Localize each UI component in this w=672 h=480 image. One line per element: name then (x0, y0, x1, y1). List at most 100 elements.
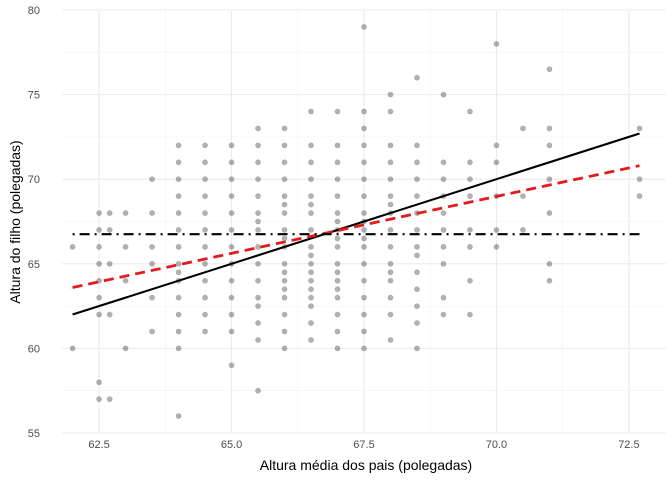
data-point (387, 227, 394, 233)
data-point (255, 125, 261, 132)
data-point (149, 328, 155, 335)
data-point (228, 294, 235, 301)
data-point (69, 345, 76, 352)
data-point (228, 193, 235, 200)
data-point (334, 210, 341, 216)
data-point (202, 294, 208, 301)
data-point (96, 243, 102, 250)
data-point (440, 227, 447, 233)
data-point (149, 260, 155, 267)
data-point (334, 286, 341, 293)
data-point (255, 159, 261, 166)
data-point (520, 227, 526, 233)
y-tick-label: 60 (28, 343, 40, 355)
data-point (202, 277, 208, 284)
data-point (149, 294, 155, 301)
data-point (96, 260, 102, 267)
data-point (281, 311, 288, 318)
data-point (175, 159, 182, 166)
data-point (281, 328, 288, 335)
data-point (308, 159, 314, 166)
data-point (334, 142, 341, 149)
data-point (308, 320, 314, 326)
data-point (334, 260, 341, 267)
data-point (334, 294, 341, 301)
data-point (361, 260, 367, 267)
data-point (202, 142, 208, 149)
data-point (281, 286, 288, 293)
data-point (202, 176, 208, 183)
y-axis-title: Altura do filho (polegadas) (7, 140, 23, 303)
data-point (255, 243, 261, 250)
data-point (440, 176, 447, 183)
data-point (493, 243, 500, 250)
data-point (308, 252, 314, 259)
data-point (546, 142, 553, 149)
data-point (440, 311, 447, 318)
data-point (175, 260, 182, 267)
data-point (281, 193, 288, 200)
data-point (334, 277, 341, 284)
data-point (361, 243, 367, 250)
data-point (308, 193, 314, 200)
data-point (175, 413, 182, 419)
data-point (122, 277, 129, 284)
data-point (202, 159, 208, 166)
data-point (334, 108, 341, 115)
data-point (202, 193, 208, 200)
data-point (308, 201, 314, 208)
data-point (149, 176, 155, 183)
data-point (440, 294, 447, 301)
data-point (546, 210, 553, 216)
data-point (308, 277, 314, 284)
data-point (202, 227, 208, 233)
data-point (175, 243, 182, 250)
data-point (228, 362, 235, 369)
data-point (636, 125, 643, 132)
data-point (493, 227, 500, 233)
data-point (228, 277, 235, 284)
data-point (361, 311, 367, 318)
x-tick-label: 65.0 (221, 439, 242, 451)
data-point (467, 277, 473, 284)
data-point (202, 260, 208, 267)
data-point (414, 269, 420, 276)
data-point (281, 294, 288, 301)
data-point (106, 227, 113, 233)
data-point (493, 159, 500, 166)
x-tick-label: 72.5 (618, 439, 639, 451)
y-tick-label: 70 (28, 174, 40, 186)
data-point (255, 176, 261, 183)
fit-lines (72, 132, 640, 316)
data-point (175, 269, 182, 276)
data-point (387, 176, 394, 183)
data-point (149, 243, 155, 250)
data-point (387, 311, 394, 318)
data-point (228, 311, 235, 318)
data-point (255, 218, 261, 225)
data-point (255, 337, 261, 343)
data-point (308, 303, 314, 309)
data-point (387, 142, 394, 149)
data-point (255, 260, 261, 267)
data-point (414, 320, 420, 326)
y-tick-label: 80 (28, 5, 40, 17)
solid-line (72, 132, 640, 316)
data-point (414, 176, 420, 183)
data-point (202, 328, 208, 335)
data-point (546, 125, 553, 132)
data-point (175, 210, 182, 216)
data-point (546, 277, 553, 284)
data-point (202, 243, 208, 250)
data-point (255, 210, 261, 216)
data-point (175, 294, 182, 301)
data-point (255, 387, 261, 394)
data-point (281, 260, 288, 267)
data-point (96, 379, 102, 386)
data-point (467, 176, 473, 183)
data-point (414, 159, 420, 166)
y-axis-tick-labels: 55 60 65 70 75 80 (28, 5, 40, 440)
data-point (440, 91, 447, 98)
data-point (202, 210, 208, 216)
